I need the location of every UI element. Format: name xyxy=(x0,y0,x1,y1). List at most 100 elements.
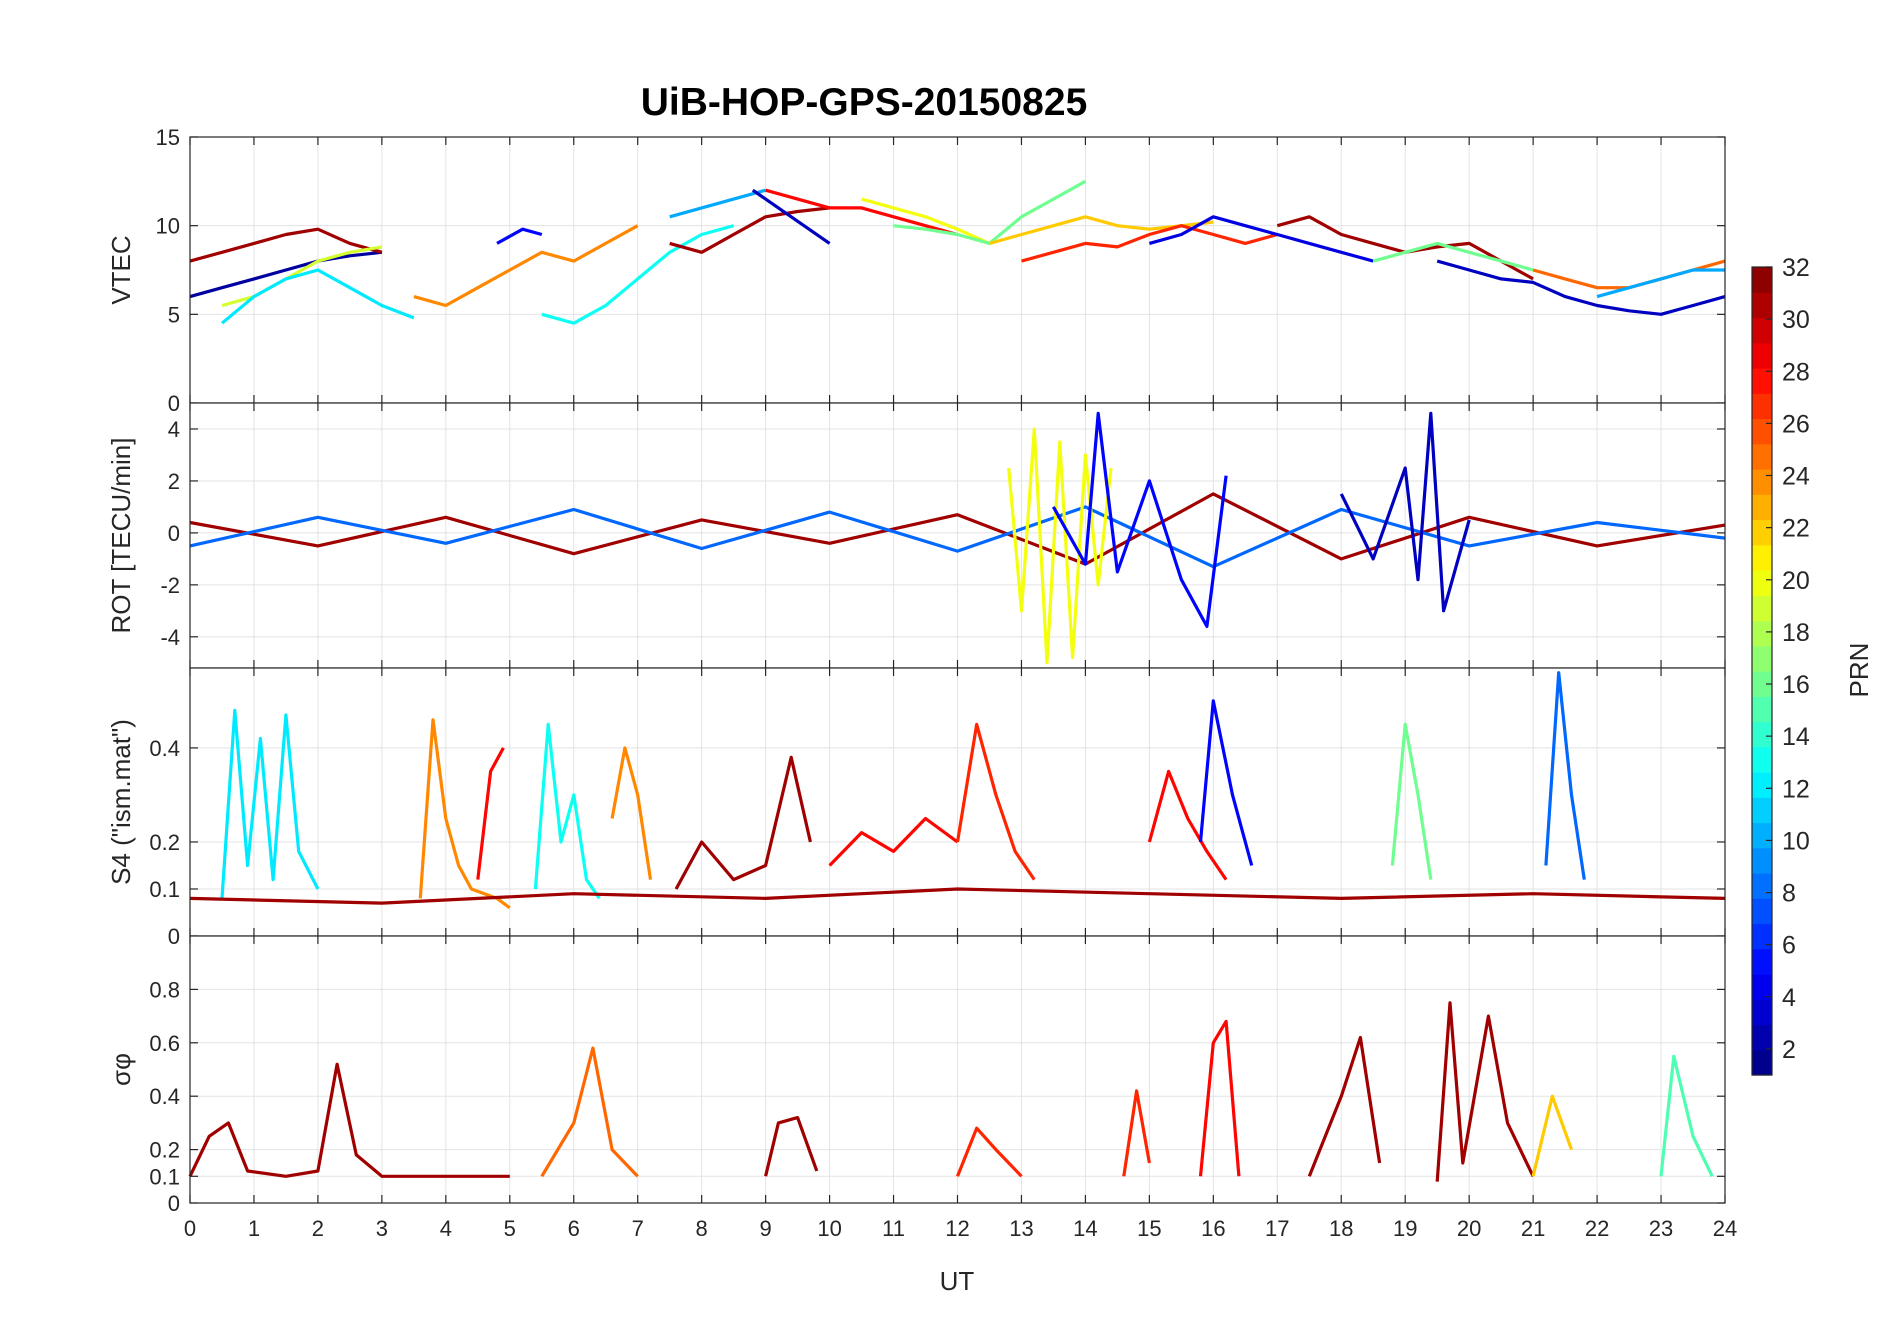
panel-rot: -4 -2 0 2 4 ROT [TECU/min] xyxy=(106,402,1726,669)
colorbar-tick-label: 8 xyxy=(1782,880,1796,908)
y-axis-label-rot: ROT [TECU/min] xyxy=(106,438,136,634)
colorbar-swatch xyxy=(1752,418,1772,445)
y-tick-label: 0.1 xyxy=(149,877,180,902)
colorbar-swatch xyxy=(1752,772,1772,798)
y-tick-label: 0 xyxy=(168,1191,180,1216)
series-line-prn-13 xyxy=(541,224,735,325)
colorbar-swatch xyxy=(1752,696,1772,723)
colorbar-swatch xyxy=(1752,519,1772,546)
series-line-prn-27 xyxy=(1122,1089,1151,1177)
series-line-prn-8 xyxy=(1544,671,1586,880)
colorbar-tick-label: 4 xyxy=(1782,984,1796,1012)
x-tick-label: 3 xyxy=(376,1216,388,1241)
colorbar-swatch xyxy=(1752,898,1772,925)
series-line-prn-28 xyxy=(476,747,505,880)
colorbar-swatch xyxy=(1752,342,1772,369)
series-line-prn-31 xyxy=(669,206,830,254)
series-line-prn-20 xyxy=(1007,427,1113,665)
series-line-prn-22 xyxy=(1531,1094,1574,1177)
series-line-prn-10 xyxy=(669,188,767,219)
colorbar-swatch xyxy=(1752,645,1772,672)
x-tick-label: 19 xyxy=(1393,1216,1417,1241)
series-line-prn-5 xyxy=(496,227,543,245)
chart-title: UiB-HOP-GPS-20150825 xyxy=(641,81,1088,124)
panel-vtec: 0 5 10 15 VTEC xyxy=(106,125,1726,416)
x-axis-label: UT xyxy=(940,1266,975,1296)
colorbar-swatch xyxy=(1752,368,1772,394)
series-line-prn-31 xyxy=(188,1062,510,1178)
series-line-prn-31 xyxy=(189,887,1726,905)
series-line-prn-28 xyxy=(765,188,958,237)
colorbar-swatch xyxy=(1752,923,1772,950)
x-tick-label: 16 xyxy=(1201,1216,1225,1241)
x-tick-label: 18 xyxy=(1329,1216,1353,1241)
colorbar-swatch xyxy=(1752,974,1772,1000)
colorbar-tick-label: 30 xyxy=(1782,306,1810,334)
x-tick-label: 4 xyxy=(440,1216,452,1241)
colorbar-swatch xyxy=(1752,671,1772,697)
colorbar-swatch xyxy=(1752,595,1772,622)
series-line-prn-31 xyxy=(674,755,812,890)
x-tick-label: 7 xyxy=(632,1216,644,1241)
y-tick-label: 0 xyxy=(168,924,180,949)
x-tick-label: 15 xyxy=(1137,1216,1161,1241)
series-line-prn-28 xyxy=(1147,769,1228,881)
y-tick-label: 0.8 xyxy=(149,977,180,1002)
colorbar-swatch xyxy=(1752,620,1772,647)
series-line-prn-27 xyxy=(956,1126,1023,1178)
colorbar-swatch xyxy=(1752,746,1772,773)
x-tick-label: 22 xyxy=(1585,1216,1609,1241)
y-tick-label: 5 xyxy=(168,302,180,327)
y-axis-label-s4: S4 ("ism.mat") xyxy=(106,719,136,885)
x-tick-label: 24 xyxy=(1713,1216,1737,1241)
series-line-prn-10 xyxy=(1596,268,1725,299)
colorbar-tick-label: 6 xyxy=(1782,932,1796,960)
series-line-prn-19 xyxy=(221,245,383,308)
colorbar-swatch xyxy=(1752,469,1772,495)
y-tick-label: 0 xyxy=(168,521,180,546)
y-tick-label: 0.2 xyxy=(149,1138,180,1163)
colorbar-tick-label: 14 xyxy=(1782,723,1810,751)
colorbar-swatch xyxy=(1752,822,1772,849)
series-line-prn-16 xyxy=(1372,241,1534,272)
y-tick-label: 0.1 xyxy=(149,1164,180,1189)
series-line-prn-12 xyxy=(220,708,320,899)
y-tick-label: 0 xyxy=(168,391,180,416)
x-tick-label: 10 xyxy=(817,1216,841,1241)
colorbar-tick-label: 16 xyxy=(1782,671,1810,699)
x-tick-label: 11 xyxy=(882,1216,905,1241)
colorbar-swatch xyxy=(1752,443,1772,470)
colorbar-tick-label: 22 xyxy=(1782,515,1810,543)
x-tick-label: 12 xyxy=(945,1216,969,1241)
y-tick-label: 0.4 xyxy=(149,1084,180,1109)
x-tick-label: 6 xyxy=(568,1216,580,1241)
x-tick-label: 21 xyxy=(1521,1216,1545,1241)
panel-s4: 0 0.1 0.2 0.4 S4 ("ism.mat") xyxy=(106,667,1726,949)
y-tick-label: 0.4 xyxy=(149,736,180,761)
colorbar-swatch xyxy=(1752,847,1772,874)
y-axis-label-sigma: σφ xyxy=(106,1053,136,1086)
x-tick-label: 23 xyxy=(1649,1216,1673,1241)
y-tick-label: -2 xyxy=(160,573,180,598)
y-tick-label: -4 xyxy=(160,625,180,650)
colorbar-swatch xyxy=(1752,292,1772,319)
series-line-prn-13 xyxy=(533,722,601,900)
x-tick-label: 2 xyxy=(312,1216,324,1241)
y-tick-label: 4 xyxy=(168,417,180,442)
series-line-prn-2 xyxy=(189,250,383,299)
colorbar-frame xyxy=(1751,266,1773,1076)
colorbar-tick-label: 32 xyxy=(1782,254,1810,282)
y-tick-label: 0.2 xyxy=(149,830,180,855)
x-tick-label: 14 xyxy=(1073,1216,1097,1241)
colorbar-tick-label: 2 xyxy=(1782,1036,1796,1064)
series-line-prn-28 xyxy=(1198,1019,1241,1177)
series-line-prn-16 xyxy=(1390,722,1433,880)
panel-sigma: 00.10.20.40.60.80 1 2 3 4 5 6 7 8 9 10 11 12 13 14 15 16… xyxy=(106,935,1737,1241)
series-line-prn-28 xyxy=(828,816,959,867)
x-tick-label: 1 xyxy=(248,1216,260,1241)
colorbar-swatch xyxy=(1752,873,1772,899)
colorbar-tick-label: 10 xyxy=(1782,827,1810,855)
x-tick-label: 8 xyxy=(696,1216,708,1241)
